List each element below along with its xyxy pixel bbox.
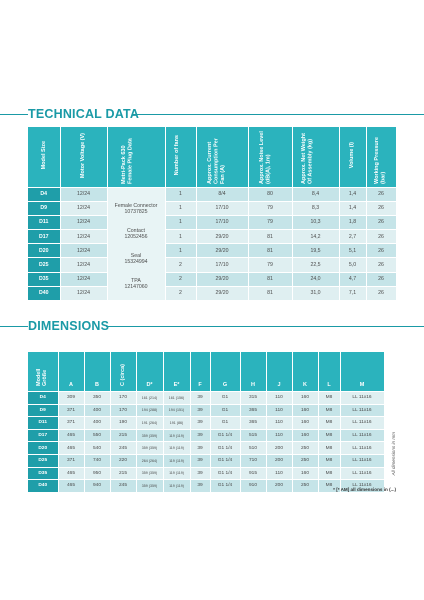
col-header: Model Size [28,127,61,187]
col-header: Number of fans [165,127,197,187]
col-header: F [190,352,211,392]
col-header: Volume (l) [339,127,367,187]
col-header: L [318,352,341,392]
plug-data-cell: Female Connector 10737825 Contact 120524… [107,186,166,300]
table-row: D40 465 940 245 359 (359) 119 (119) 39 G… [28,479,385,492]
technical-data-table: Model Size Motor Voltage (V) Metri-Pack … [28,127,397,300]
dimensions-title: DIMENSIONS [28,319,110,333]
table-row: D17 465 550 215 359 (359) 119 (119) 39 G… [28,428,385,442]
dimensions-footnote: * [* AM] all dimensions in (...) [333,487,396,492]
col-header: Working Pressure (bar) [366,127,397,187]
table-row: D20 465 540 245 359 (359) 119 (119) 39 G… [28,441,385,455]
model-cell: D25 [28,257,61,273]
table-row: D9 371 400 170 194 (288) 194 (151) 39 G1… [28,403,385,417]
col-header: J [266,352,293,392]
model-cell: D11 [28,214,61,230]
table-row: D17 12/24 1 29/20 81 14,2 2,7 26 [28,229,397,244]
col-header: Approx. Current Consumption Per Fan (A) [196,127,249,187]
title-rule-right [132,114,424,115]
table-row: D35 465 950 215 359 (359) 119 (119) 39 G… [28,466,385,480]
table-row: D9 12/24 1 17/10 79 8,3 1,4 26 [28,200,397,216]
dimensions-unit-note: All dimensions in mm [391,432,396,476]
table-row: D40 12/24 2 29/20 81 31,0 7,1 26 [28,285,397,300]
title-rule-left [0,114,28,115]
col-header: Approx. Net Weight Of Assembly (kg) [292,127,340,187]
col-header: Metri-Pack 630 Female Plug Data [107,127,166,187]
col-header: Approx. Noise Level (dB(A), 1m) [248,127,293,187]
table-row: D4 12/24 Female Connector 10737825 Conta… [28,186,397,300]
dimensions-body: D4 309 350 170 161 (214) 161 (156) 39 G1… [28,391,385,492]
col-header: H [240,352,267,392]
table-row: D11 371 400 190 191 (264) 191 (86) 39 G1… [28,416,385,430]
dimensions-table: Modell Größe A B C (circa) D* E* F G H J… [28,352,385,492]
col-header: G [210,352,241,392]
dimensions-header-row: Modell Größe A B C (circa) D* E* F G H J… [28,352,385,392]
col-header: A [58,352,85,392]
title-rule-left [0,326,28,327]
technical-header-row: Model Size Motor Voltage (V) Metri-Pack … [28,127,397,187]
technical-data-title: TECHNICAL DATA [28,107,140,121]
col-header: M [340,352,385,392]
model-cell: D40 [28,285,61,300]
table-row: D25 12/24 2 17/10 79 22,5 5,0 26 [28,257,397,273]
table-row: D35 12/24 2 29/20 81 24,0 4,7 26 [28,271,397,287]
col-header: Modell Größe [28,352,59,392]
table-row: D25 371 740 220 264 (264) 119 (119) 39 G… [28,453,385,468]
model-cell: D17 [28,229,61,244]
title-rule-right [106,326,424,327]
col-header: C (circa) [110,352,137,392]
table-row: D11 12/24 1 17/10 79 10,3 1,8 26 [28,214,397,230]
model-cell: D9 [28,200,61,216]
col-header: D* [136,352,164,392]
table-row: D20 12/24 1 29/20 81 19,5 5,1 26 [28,243,397,258]
table-row: D4 309 350 170 161 (214) 161 (156) 39 G1… [28,391,385,405]
col-header: E* [163,352,191,392]
model-cell: D35 [28,271,61,287]
col-header: B [84,352,111,392]
col-header: Motor Voltage (V) [60,127,108,187]
col-header: K [292,352,319,392]
model-cell: D20 [28,243,61,258]
model-cell: D4 [28,186,61,202]
